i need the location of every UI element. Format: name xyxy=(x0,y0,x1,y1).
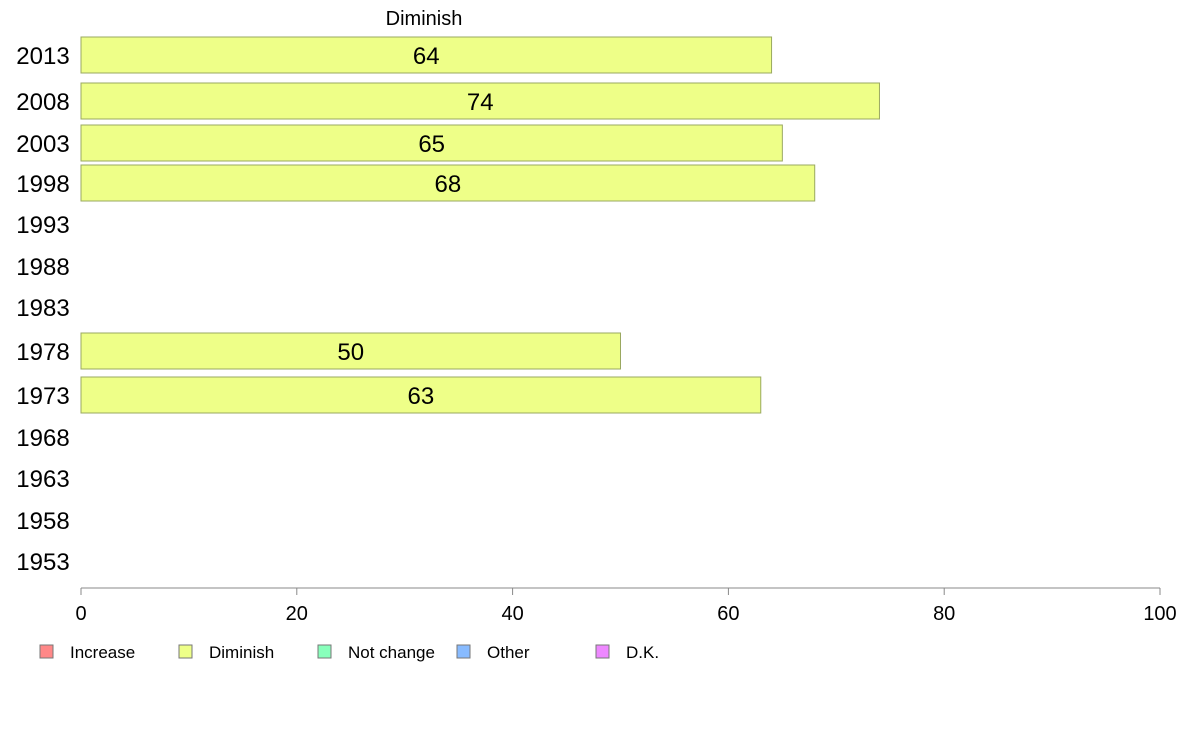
bar-1973 xyxy=(80,376,762,414)
legend-swatch-diminish xyxy=(178,644,193,659)
legend-label-not-change: Not change xyxy=(348,643,435,662)
x-tick-label-100: 100 xyxy=(1143,603,1176,625)
x-tick-label-60: 60 xyxy=(717,603,739,625)
category-label-1993: 1993 xyxy=(16,212,69,239)
series-title: Diminish xyxy=(386,8,463,30)
category-label-1973: 1973 xyxy=(16,383,69,410)
value-label-2013: 64 xyxy=(413,43,440,70)
legend-swatch-d-k- xyxy=(595,644,610,659)
category-label-2013: 2013 xyxy=(16,43,69,70)
category-label-2003: 2003 xyxy=(16,131,69,158)
bars-group: 64 74 65 68 50 63 xyxy=(80,36,880,414)
legend-label-diminish: Diminish xyxy=(209,643,274,662)
x-tick-label-0: 0 xyxy=(75,603,86,625)
bar-2003 xyxy=(80,124,783,162)
category-label-1953: 1953 xyxy=(16,549,69,576)
legend-label-increase: Increase xyxy=(70,643,135,662)
bar-2008 xyxy=(80,82,880,120)
legend-swatch-other xyxy=(456,644,471,659)
category-label-1978: 1978 xyxy=(16,339,69,366)
category-label-1968: 1968 xyxy=(16,425,69,452)
bar-1978 xyxy=(80,332,621,370)
value-label-1978: 50 xyxy=(337,339,364,366)
x-tick-label-40: 40 xyxy=(501,603,523,625)
value-label-1973: 63 xyxy=(408,383,435,410)
category-label-1963: 1963 xyxy=(16,466,69,493)
x-axis: 0 20 40 60 80 100 xyxy=(75,587,1177,625)
value-label-2003: 65 xyxy=(418,131,445,158)
bar-2013 xyxy=(80,36,773,74)
x-tick-label-80: 80 xyxy=(933,603,955,625)
legend-swatch-increase xyxy=(39,644,54,659)
category-label-1998: 1998 xyxy=(16,171,69,198)
legend-label-d-k-: D.K. xyxy=(626,643,659,662)
category-label-2008: 2008 xyxy=(16,89,69,116)
category-label-1958: 1958 xyxy=(16,508,69,535)
value-label-2008: 74 xyxy=(467,89,494,116)
legend-swatch-not-change xyxy=(317,644,332,659)
category-label-1988: 1988 xyxy=(16,254,69,281)
value-label-1998: 68 xyxy=(435,171,462,198)
legend-label-other: Other xyxy=(487,643,530,662)
x-tick-label-20: 20 xyxy=(286,603,308,625)
bar-1998 xyxy=(80,164,816,202)
legend: Increase Diminish Not change Other D.K. xyxy=(39,643,659,662)
category-label-1983: 1983 xyxy=(16,295,69,322)
category-labels: 2013 2008 2003 1998 1993 1988 1983 1978 1973 1968… xyxy=(16,43,69,576)
